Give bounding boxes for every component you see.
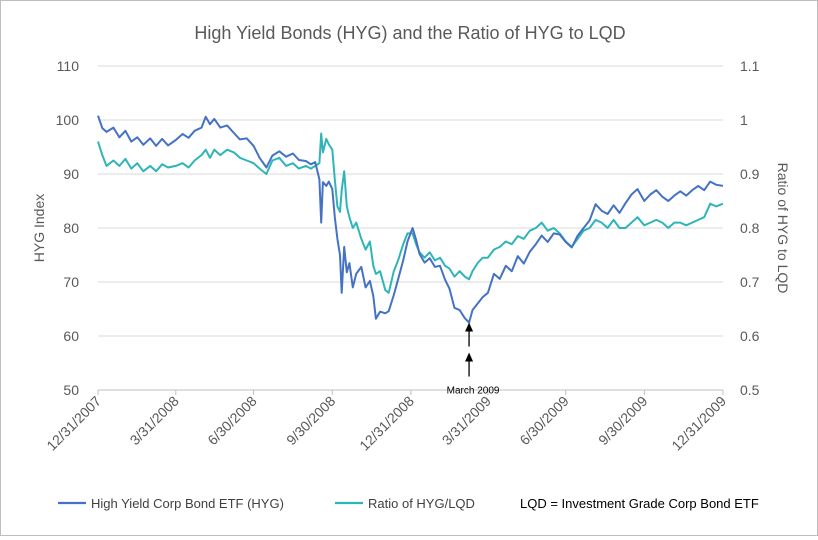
y2-tick-label: 0.7: [740, 274, 760, 290]
y-tick-label: 70: [63, 274, 79, 290]
y-tick-label: 100: [56, 112, 80, 128]
y2-axis-ticks: 0.5 0.6 0.7 0.8 0.9 1 1.1: [740, 58, 760, 398]
series-line-ratio: [97, 132, 724, 294]
legend-note: LQD = Investment Grade Corp Bond ETF: [520, 496, 759, 511]
x-tick-label: 3/31/2008: [127, 393, 183, 449]
y-axis-ticks: 50 60 70 80 90 100 110: [56, 58, 80, 398]
y-tick-label: 80: [63, 220, 79, 236]
annotation: March 2009: [447, 322, 500, 397]
x-axis-ticks: 12/31/2007 3/31/2008 6/30/2008 9/30/2008 12/…: [43, 390, 729, 454]
y2-tick-label: 0.5: [740, 382, 760, 398]
y-tick-label: 90: [63, 166, 79, 182]
x-tick-label: 12/31/2008: [356, 393, 417, 454]
annotation-arrowhead-lower: [465, 352, 474, 362]
legend: High Yield Corp Bond ETF (HYG) Ratio of …: [58, 496, 759, 511]
y2-tick-label: 1.1: [740, 58, 760, 74]
y2-tick-label: 1: [740, 112, 748, 128]
x-tick-label: 9/30/2008: [283, 393, 339, 449]
y-tick-label: 50: [63, 382, 79, 398]
gridlines: [98, 65, 723, 391]
y2-tick-label: 0.8: [740, 220, 760, 236]
y2-tick-label: 0.6: [740, 328, 760, 344]
x-tick-label: 12/31/2009: [668, 393, 729, 454]
series-line-hyg: [97, 115, 724, 324]
x-tick-label: 3/31/2009: [439, 393, 495, 449]
y2-tick-label: 0.9: [740, 166, 760, 182]
annotation-label: March 2009: [447, 386, 500, 397]
y-tick-label: 60: [63, 328, 79, 344]
y-tick-label: 110: [57, 58, 80, 74]
chart-title: High Yield Bonds (HYG) and the Ratio of …: [194, 23, 625, 43]
x-tick-label: 9/30/2009: [595, 393, 651, 449]
y2-axis-label: Ratio of HYG to LQD: [775, 163, 791, 294]
annotation-arrowhead-upper: [465, 322, 474, 332]
x-tick-label: 6/30/2008: [204, 393, 260, 449]
legend-label-hyg: High Yield Corp Bond ETF (HYG): [91, 496, 284, 511]
series-lines: [97, 115, 724, 324]
x-tick-label: 6/30/2009: [516, 393, 572, 449]
legend-label-ratio: Ratio of HYG/LQD: [368, 496, 475, 511]
x-tick-label: 12/31/2007: [43, 393, 104, 454]
y-axis-label: HYG Index: [31, 194, 47, 262]
